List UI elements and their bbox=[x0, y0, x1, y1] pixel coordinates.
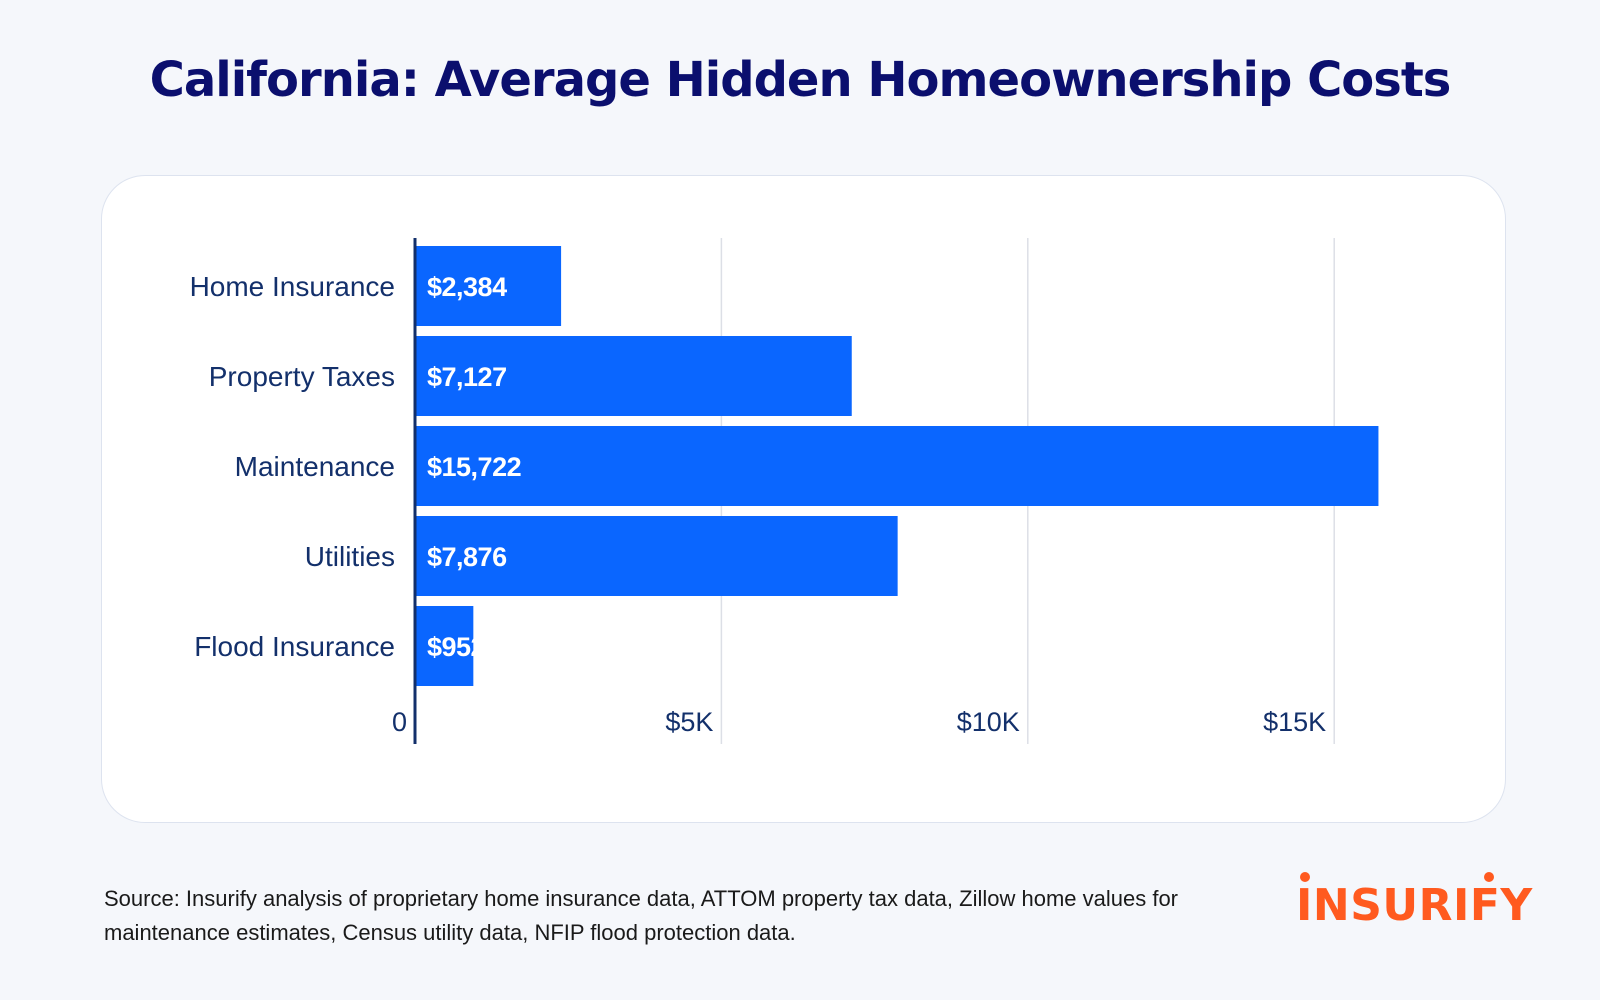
logo-dot-i2 bbox=[1484, 872, 1494, 882]
bar bbox=[415, 426, 1379, 506]
logo-text: INSURIFY bbox=[1296, 880, 1533, 931]
insurify-logo: INSURIFY bbox=[1296, 872, 1533, 931]
bar bbox=[415, 606, 474, 686]
bar bbox=[415, 246, 562, 326]
bar-chart: Home Insurance $2,384 Property Taxes $7,127… bbox=[190, 238, 1379, 744]
chart-card: Home Insurance $2,384 Property Taxes $7,127… bbox=[101, 175, 1506, 823]
data-label: $2,384 bbox=[427, 272, 507, 302]
x-tick-label: $15K bbox=[1263, 707, 1326, 737]
category-label: Property Taxes bbox=[209, 361, 395, 392]
data-label: $7,876 bbox=[427, 542, 507, 572]
data-label: $952 bbox=[427, 632, 485, 662]
source-note: Source: Insurify analysis of proprietary… bbox=[104, 886, 1179, 945]
data-label: $15,722 bbox=[427, 452, 521, 482]
category-label: Maintenance bbox=[235, 451, 395, 482]
data-label: $7,127 bbox=[427, 362, 507, 392]
x-tick-label: $10K bbox=[957, 707, 1020, 737]
category-label: Utilities bbox=[305, 541, 395, 572]
x-tick-label: 0 bbox=[392, 707, 407, 737]
bar bbox=[415, 336, 852, 416]
bar bbox=[415, 516, 898, 596]
category-label: Flood Insurance bbox=[194, 631, 395, 662]
x-tick-label: $5K bbox=[665, 707, 713, 737]
chart-title: California: Average Hidden Homeownership… bbox=[149, 52, 1452, 108]
category-label: Home Insurance bbox=[190, 271, 395, 302]
logo-dot-i bbox=[1300, 872, 1310, 882]
